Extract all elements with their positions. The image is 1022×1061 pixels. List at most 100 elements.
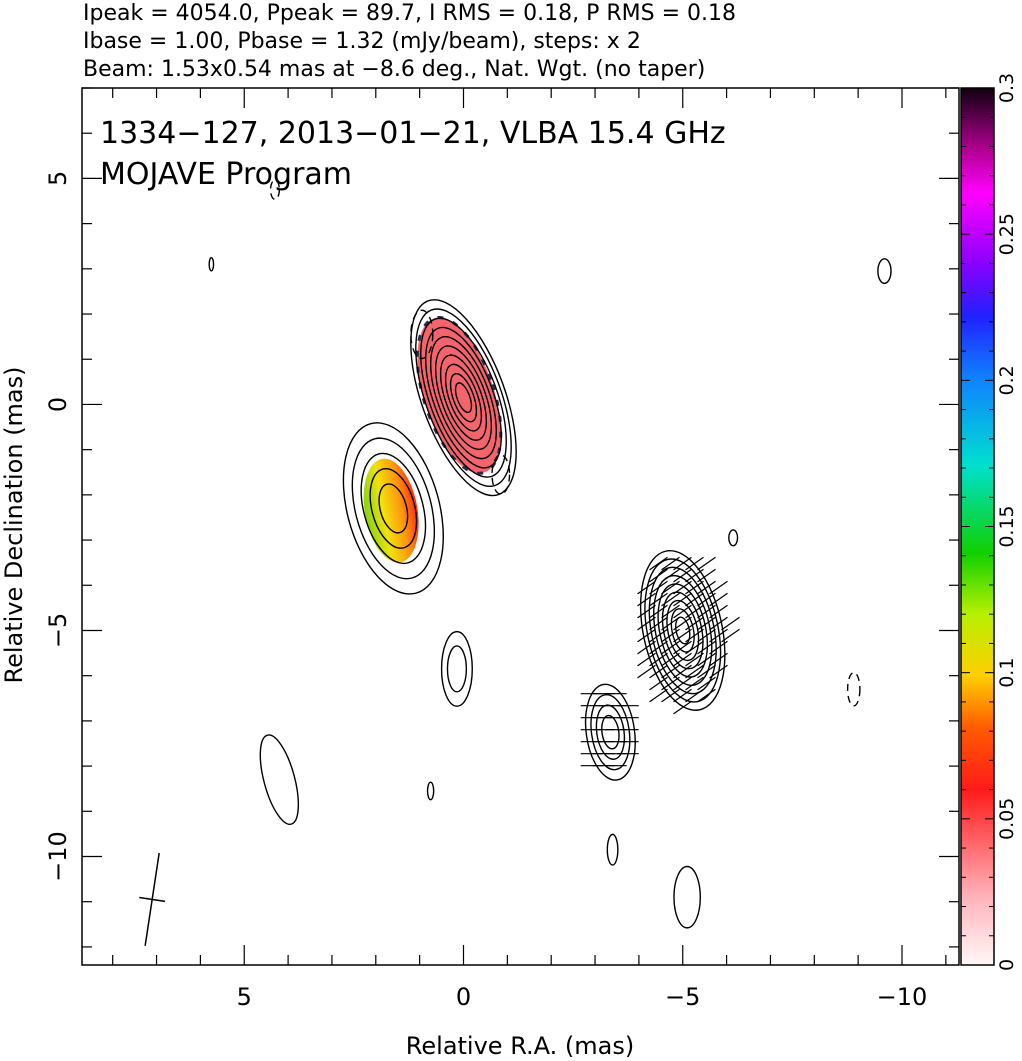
intensity-contour bbox=[378, 483, 409, 534]
x-tick-label: −10 bbox=[877, 983, 928, 1011]
evpa-stick bbox=[637, 604, 656, 619]
header-line-2: Ibase = 1.00, Pbase = 1.32 (mJy/beam), s… bbox=[83, 29, 641, 54]
evpa-stick bbox=[685, 676, 704, 691]
evpa-stick bbox=[709, 592, 728, 607]
intensity-contour bbox=[425, 326, 502, 469]
evpa-stick bbox=[685, 556, 704, 571]
colorbar-tick-label: 0.25 bbox=[996, 213, 1018, 255]
intensity-contour bbox=[657, 583, 709, 678]
isolated-contour bbox=[208, 257, 215, 272]
polarization-patch bbox=[363, 458, 419, 563]
y-axis-ticks: 5 0 −5 −10 bbox=[44, 87, 959, 948]
evpa-stick bbox=[661, 580, 680, 595]
intensity-contour bbox=[429, 336, 497, 460]
evpa-stick bbox=[685, 628, 704, 643]
source-annotation: 1334−127, 2013−01−21, VLBA 15.4 GHz bbox=[100, 116, 726, 151]
x-axis-label: Relative R.A. (mas) bbox=[406, 1032, 634, 1060]
beam-marker bbox=[139, 852, 166, 946]
polarization-fringe bbox=[415, 315, 503, 475]
colorbar-tick-label: 0.2 bbox=[996, 365, 1018, 395]
negative-contour bbox=[410, 309, 434, 360]
intensity-contour bbox=[639, 550, 726, 711]
evpa-stick bbox=[661, 676, 680, 691]
evpa-stick bbox=[697, 592, 716, 607]
intensity-contour bbox=[601, 714, 620, 750]
intensity-contour bbox=[434, 345, 493, 451]
y-tick-label: −5 bbox=[44, 613, 72, 648]
evpa-stick bbox=[685, 664, 704, 679]
evpa-stick bbox=[649, 676, 668, 691]
plot-area bbox=[139, 179, 892, 946]
evpa-stick bbox=[661, 616, 680, 631]
evpa-stick bbox=[709, 664, 728, 679]
evpa-stick bbox=[685, 616, 704, 631]
evpa-stick bbox=[649, 628, 668, 643]
evpa-stick bbox=[697, 556, 716, 571]
evpa-stick bbox=[685, 592, 704, 607]
evpa-stick bbox=[673, 640, 692, 655]
evpa-stick bbox=[649, 580, 668, 595]
evpa-stick bbox=[673, 616, 692, 631]
evpa-stick bbox=[661, 628, 680, 643]
evpa-stick bbox=[649, 688, 668, 703]
evpa-stick bbox=[697, 604, 716, 619]
evpa-stick bbox=[637, 580, 656, 595]
y-tick-label: −10 bbox=[44, 831, 72, 882]
evpa-stick bbox=[673, 700, 692, 715]
colorbar-tick-label: 0 bbox=[996, 959, 1018, 971]
colorbar-tick-label: 0.15 bbox=[996, 505, 1018, 547]
evpa-stick bbox=[709, 640, 728, 655]
intensity-contour bbox=[342, 422, 444, 595]
evpa-stick bbox=[637, 592, 656, 607]
evpa-stick bbox=[697, 664, 716, 679]
evpa-stick bbox=[661, 640, 680, 655]
evpa-stick bbox=[637, 640, 656, 655]
evpa-stick bbox=[661, 592, 680, 607]
evpa-stick bbox=[685, 568, 704, 583]
intensity-contour bbox=[351, 437, 436, 580]
evpa-stick bbox=[697, 568, 716, 583]
evpa-stick bbox=[697, 688, 716, 703]
evpa-stick bbox=[673, 568, 692, 583]
intensity-contour bbox=[369, 467, 418, 549]
evpa-stick bbox=[649, 556, 668, 571]
intensity-contour bbox=[444, 363, 483, 432]
evpa-stick bbox=[673, 592, 692, 607]
evpa-stick bbox=[685, 688, 704, 703]
evpa-stick bbox=[685, 640, 704, 655]
colorbar-tick-label: 0.1 bbox=[996, 658, 1018, 688]
evpa-stick bbox=[709, 652, 728, 667]
intensity-contour bbox=[648, 566, 717, 695]
evpa-stick bbox=[685, 580, 704, 595]
evpa-stick bbox=[673, 676, 692, 691]
evpa-stick bbox=[721, 628, 740, 643]
negative-contour bbox=[491, 454, 511, 495]
evpa-stick bbox=[673, 664, 692, 679]
evpa-stick bbox=[673, 652, 692, 667]
evpa-stick bbox=[673, 556, 692, 571]
negative-contour bbox=[846, 671, 861, 707]
evpa-stick bbox=[709, 580, 728, 595]
x-tick-label: 5 bbox=[237, 983, 252, 1011]
intensity-contour bbox=[584, 683, 636, 781]
evpa-stick bbox=[649, 640, 668, 655]
y-tick-label: 5 bbox=[44, 171, 72, 186]
evpa-stick bbox=[697, 640, 716, 655]
colorbar-tick-label: 0.3 bbox=[996, 73, 1018, 103]
plot-frame bbox=[81, 87, 960, 966]
x-tick-label: 0 bbox=[456, 983, 471, 1011]
x-axis-ticks: 5 0 −5 −10 bbox=[112, 88, 947, 1011]
evpa-stick bbox=[697, 580, 716, 595]
y-tick-label: 0 bbox=[44, 397, 72, 412]
evpa-stick bbox=[661, 604, 680, 619]
negative-contour bbox=[269, 179, 281, 201]
evpa-stick bbox=[649, 616, 668, 631]
evpa-stick bbox=[649, 604, 668, 619]
intensity-contour bbox=[454, 382, 473, 414]
intensity-contour bbox=[439, 354, 488, 441]
evpa-stick bbox=[709, 628, 728, 643]
isolated-contour bbox=[728, 529, 739, 547]
intensity-contour bbox=[420, 317, 507, 478]
isolated-contour bbox=[606, 833, 619, 866]
